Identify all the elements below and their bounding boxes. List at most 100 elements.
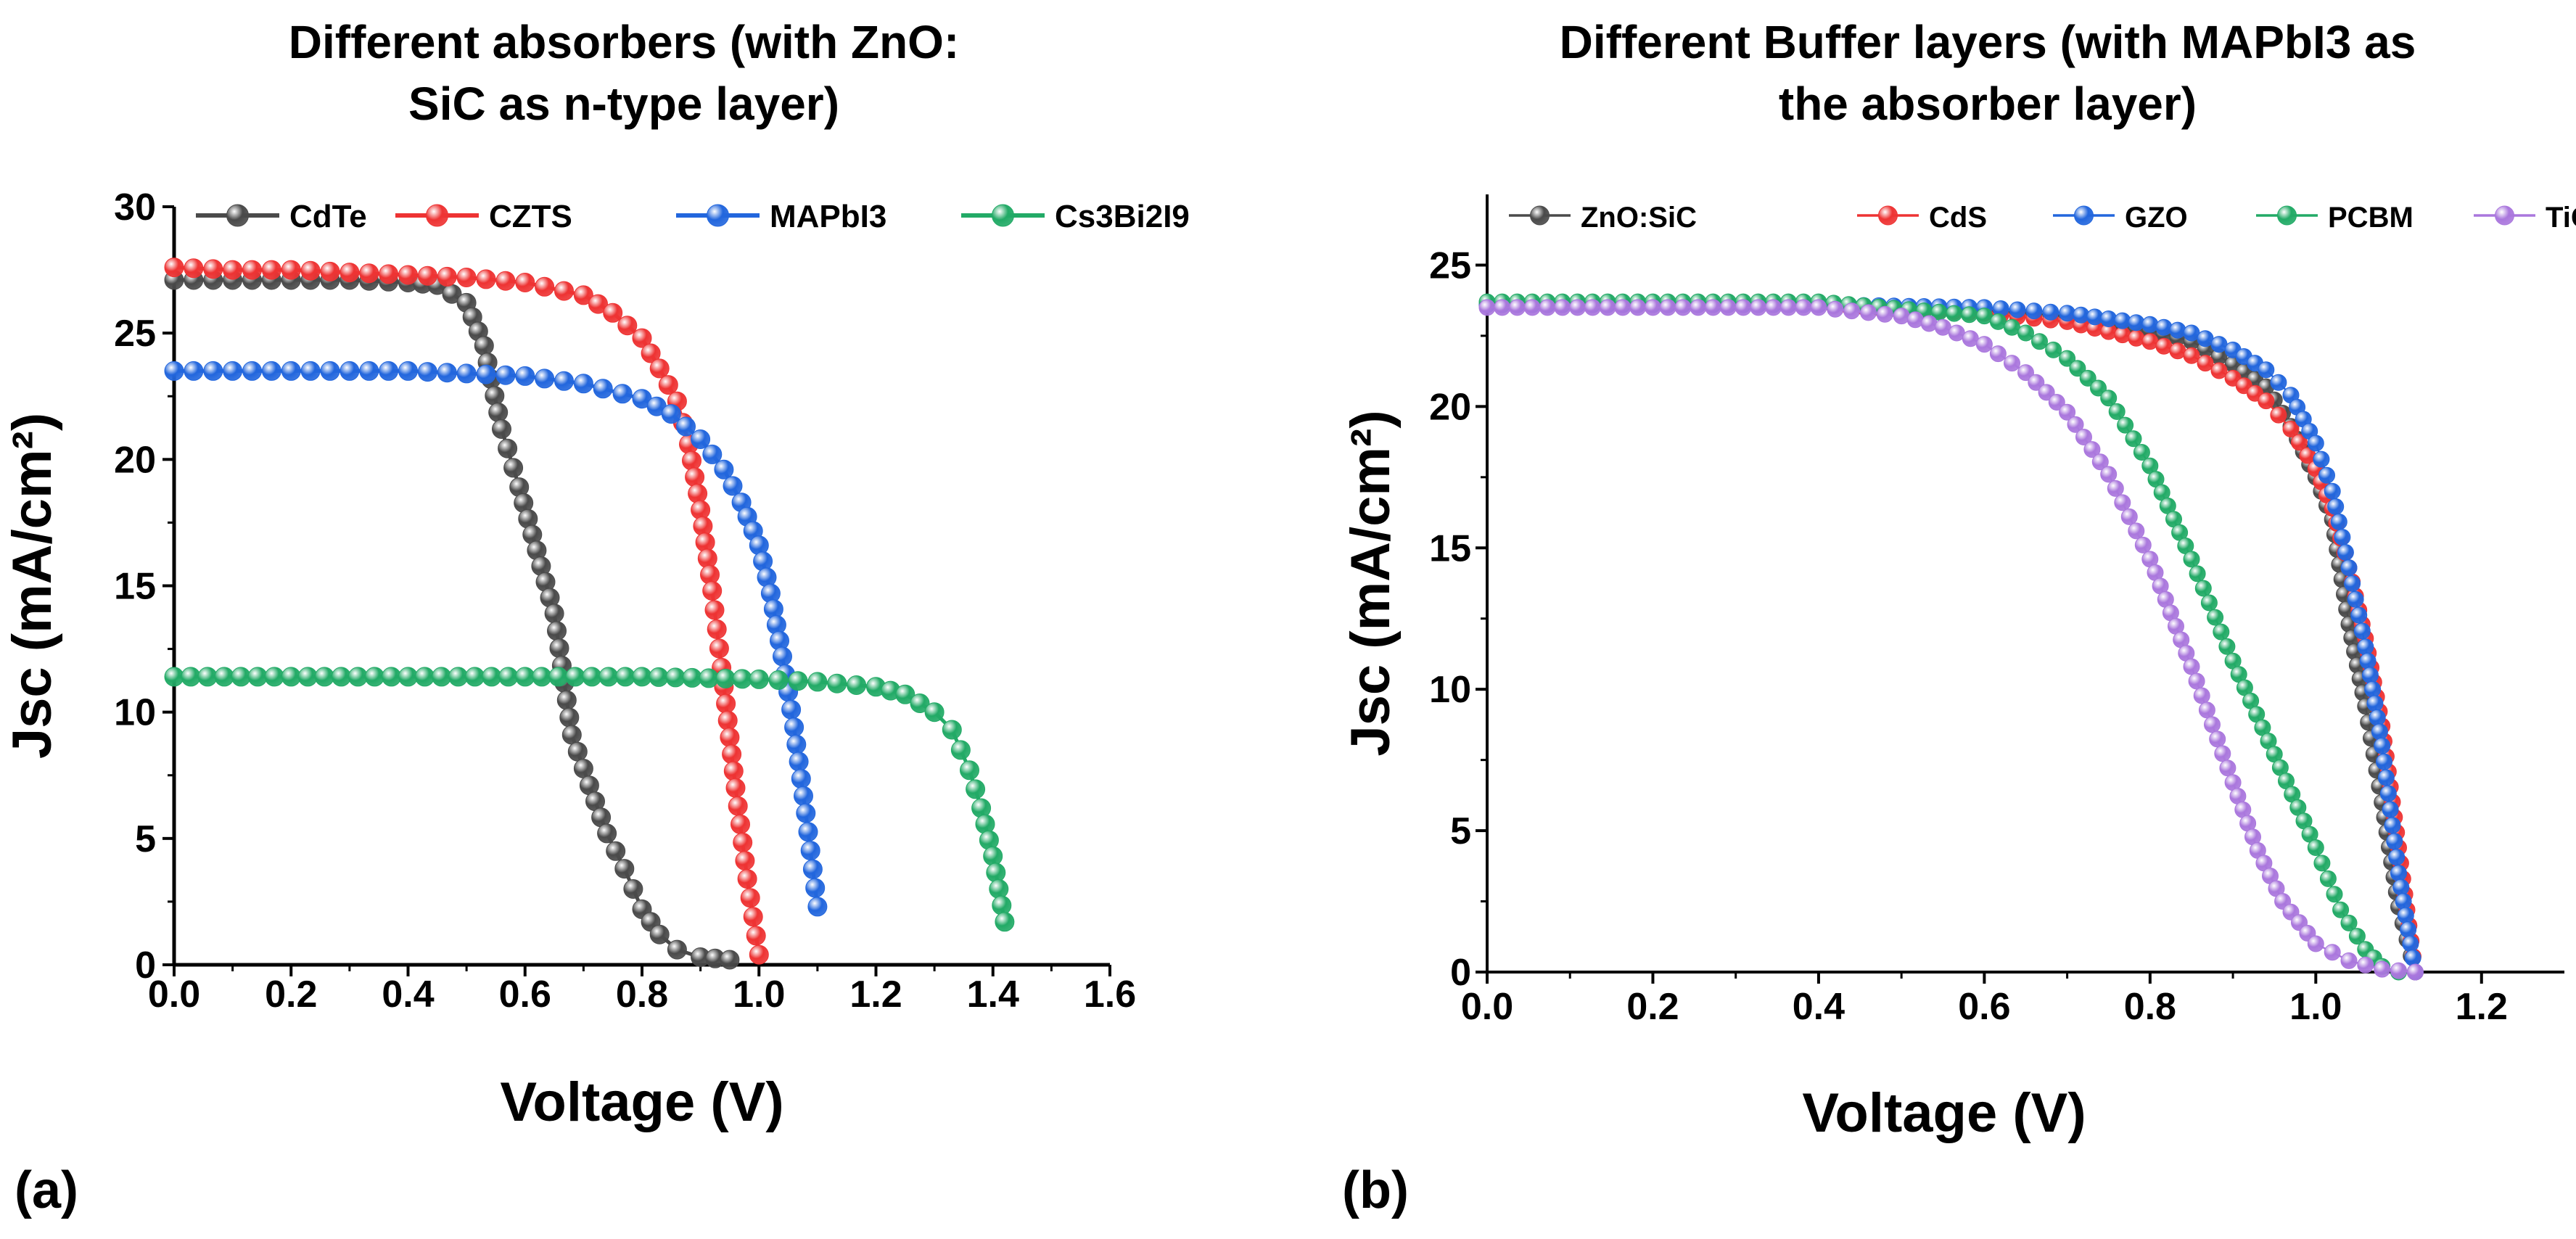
data-point bbox=[2376, 753, 2392, 770]
data-point bbox=[2324, 482, 2341, 500]
data-point bbox=[261, 361, 281, 381]
data-point bbox=[515, 667, 535, 687]
x-tick-label: 1.0 bbox=[2289, 986, 2342, 1028]
x-tick-label: 0.4 bbox=[382, 974, 434, 1016]
data-point bbox=[2059, 350, 2076, 367]
data-point bbox=[2183, 347, 2200, 364]
data-point bbox=[379, 264, 399, 284]
data-point bbox=[2392, 878, 2410, 896]
data-point bbox=[966, 779, 986, 799]
data-point bbox=[2327, 498, 2345, 515]
y-tick-label: 20 bbox=[114, 439, 156, 481]
data-point bbox=[2313, 855, 2331, 872]
data-point bbox=[2213, 623, 2230, 641]
legend-item: Cs3Bi2I9 bbox=[961, 199, 1190, 234]
x-tick-label: 0.6 bbox=[1958, 986, 2010, 1028]
data-point bbox=[2133, 444, 2150, 461]
data-point bbox=[181, 667, 201, 687]
data-point bbox=[1584, 299, 1601, 316]
data-point bbox=[723, 761, 744, 781]
data-point bbox=[2189, 565, 2206, 583]
data-point bbox=[2117, 416, 2134, 434]
data-point bbox=[2357, 638, 2374, 656]
y-axis-title: Jsc (mA/cm²) bbox=[1340, 410, 1402, 756]
data-point bbox=[2340, 952, 2358, 969]
data-point bbox=[2100, 466, 2118, 483]
data-point bbox=[1509, 299, 1526, 316]
panel-b-title-line2: the absorber layer) bbox=[1779, 78, 2197, 130]
data-point bbox=[2086, 308, 2104, 326]
data-point bbox=[456, 268, 477, 287]
legend-marker bbox=[2277, 205, 2297, 226]
data-point bbox=[2218, 638, 2236, 655]
data-point bbox=[264, 667, 284, 687]
data-point bbox=[942, 720, 962, 740]
data-point bbox=[476, 269, 496, 289]
data-point bbox=[725, 778, 746, 798]
data-point bbox=[2369, 709, 2386, 726]
data-point bbox=[2350, 606, 2368, 624]
data-point bbox=[2340, 914, 2358, 931]
data-point bbox=[807, 672, 828, 692]
data-point bbox=[398, 361, 418, 381]
data-point bbox=[2200, 594, 2218, 612]
data-point bbox=[340, 263, 360, 283]
legend-marker bbox=[2495, 205, 2514, 226]
data-point bbox=[1674, 299, 1692, 316]
data-point bbox=[2038, 384, 2055, 401]
data-point bbox=[2075, 429, 2092, 445]
x-tick-label: 1.2 bbox=[849, 974, 902, 1016]
data-point bbox=[2326, 886, 2343, 903]
legend-item: TiO2 bbox=[2474, 202, 2576, 234]
axes: 0.0 0.2 0.4 0.6 0.8 1.0 1.2 1.4 1.6 0 5 10 15 20 25 30 bbox=[114, 186, 1136, 1016]
data-point bbox=[1779, 299, 1797, 316]
data-point bbox=[807, 897, 828, 917]
data-point bbox=[2390, 865, 2407, 882]
data-point bbox=[554, 281, 574, 301]
data-point bbox=[753, 551, 773, 572]
y-tick-label: 25 bbox=[114, 313, 156, 355]
data-point bbox=[2183, 658, 2200, 675]
data-point bbox=[2193, 687, 2210, 704]
data-point bbox=[895, 684, 915, 704]
data-point bbox=[2404, 950, 2421, 966]
data-point bbox=[1765, 299, 1782, 316]
data-point bbox=[2114, 312, 2131, 329]
data-point bbox=[2347, 590, 2364, 608]
y-tick-label: 30 bbox=[114, 186, 156, 229]
data-point bbox=[2009, 301, 2026, 318]
data-point bbox=[2194, 580, 2212, 597]
data-point bbox=[593, 379, 613, 399]
data-point bbox=[556, 690, 577, 710]
data-point bbox=[247, 667, 268, 687]
x-tick-label: 0.6 bbox=[499, 974, 551, 1016]
legend-marker bbox=[226, 204, 249, 227]
data-point bbox=[617, 316, 638, 336]
data-point bbox=[448, 667, 469, 687]
data-point bbox=[561, 725, 582, 745]
panel-a-title-line1: Different absorbers (with ZnO: bbox=[289, 16, 960, 68]
data-point bbox=[203, 361, 223, 381]
legend-marker bbox=[2074, 205, 2094, 226]
data-point bbox=[437, 266, 457, 287]
data-point bbox=[2334, 529, 2351, 546]
data-point bbox=[2318, 466, 2335, 484]
data-point bbox=[2045, 341, 2062, 358]
data-point bbox=[2141, 316, 2159, 333]
x-tick-label: 0.8 bbox=[616, 974, 668, 1016]
data-point bbox=[641, 343, 661, 363]
y-tick-label: 10 bbox=[1429, 669, 1471, 711]
data-point bbox=[498, 438, 518, 458]
data-point bbox=[2359, 652, 2377, 670]
data-point bbox=[2107, 479, 2124, 497]
data-point bbox=[910, 693, 930, 713]
data-point bbox=[704, 600, 725, 620]
data-point bbox=[1478, 299, 1496, 316]
data-point bbox=[971, 798, 992, 818]
data-point bbox=[1719, 299, 1737, 316]
data-point bbox=[720, 950, 740, 970]
data-point bbox=[2100, 310, 2118, 327]
data-point bbox=[632, 667, 652, 687]
data-point bbox=[2120, 508, 2138, 525]
data-point bbox=[623, 879, 643, 899]
